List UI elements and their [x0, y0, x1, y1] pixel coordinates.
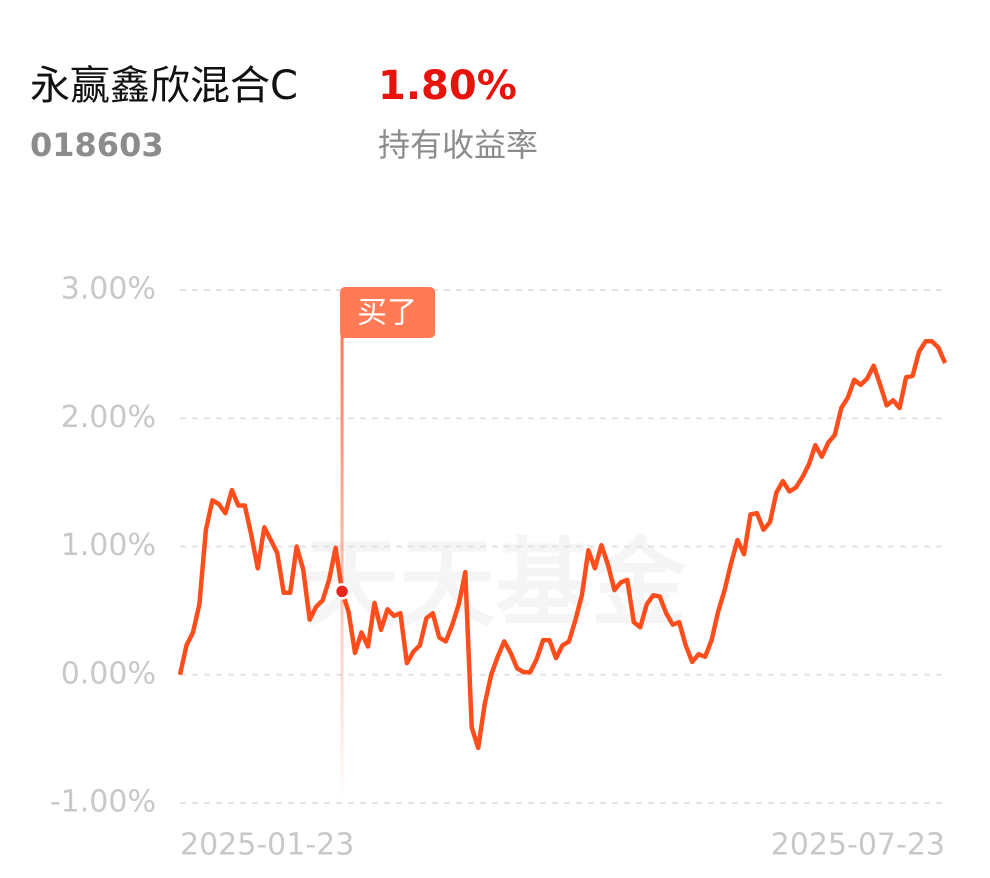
holding-return: 1.80% — [378, 63, 517, 109]
y-tick-label: 1.00% — [61, 528, 156, 563]
buy-guide — [340, 330, 344, 803]
fund-name: 永赢鑫欣混合C — [30, 63, 298, 109]
y-tick-label: 0.00% — [61, 656, 156, 691]
buy-tag-label: 买了 — [357, 296, 417, 331]
return-label: 持有收益率 — [378, 126, 538, 164]
y-tick-label: 2.00% — [61, 400, 156, 435]
y-tick-label: -1.00% — [50, 785, 156, 820]
y-tick-label: 3.00% — [61, 272, 156, 307]
line — [177, 339, 948, 751]
x-tick-label: 2025-07-23 — [771, 828, 945, 863]
x-tick-label: 2025-01-23 — [180, 828, 354, 863]
watermark: 天天基金 — [303, 527, 688, 639]
buy-point — [333, 583, 351, 600]
fund-code: 018603 — [30, 126, 164, 164]
buy-tag — [340, 287, 436, 338]
